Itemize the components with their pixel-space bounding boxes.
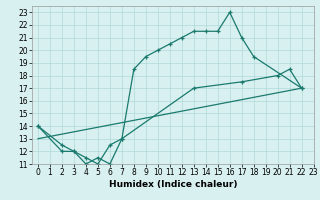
X-axis label: Humidex (Indice chaleur): Humidex (Indice chaleur): [108, 180, 237, 189]
